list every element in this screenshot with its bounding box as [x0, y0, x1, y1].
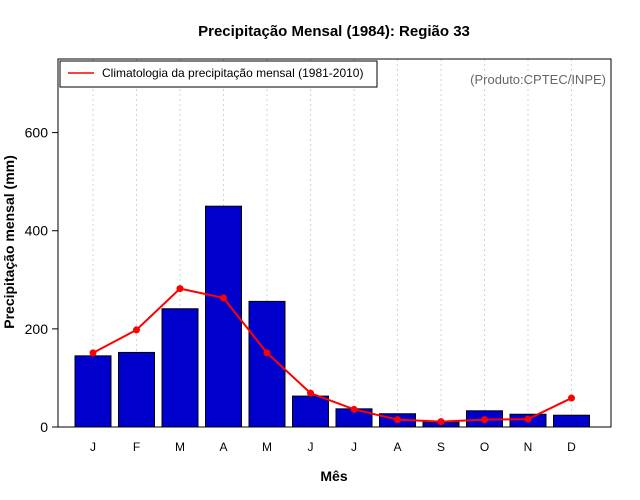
bar — [205, 205, 242, 428]
x-axis-label: Mês — [320, 468, 347, 484]
climatology-point — [89, 349, 97, 357]
bar — [553, 414, 590, 428]
legend-label: Climatologia da precipitação mensal (198… — [102, 66, 363, 80]
bar-series — [74, 205, 590, 428]
x-tick-label: F — [133, 440, 140, 454]
y-axis-label: Precipitação mensal (mm) — [1, 155, 17, 329]
climatology-point — [133, 326, 140, 334]
x-tick-label: N — [524, 440, 533, 454]
chart-title: Precipitação Mensal (1984): Região 33 — [198, 23, 470, 40]
climatology-point — [220, 294, 227, 302]
climatology-point — [394, 416, 401, 424]
x-tick-label: J — [90, 440, 96, 454]
climatology-point — [307, 389, 314, 397]
x-tick-label: O — [480, 440, 489, 454]
y-tick-label: 400 — [25, 223, 49, 239]
climatology-point — [568, 394, 575, 402]
bar — [161, 308, 199, 428]
bar — [118, 351, 155, 428]
climatology-point — [524, 415, 532, 423]
y-tick-label: 0 — [40, 419, 48, 435]
climatology-point — [176, 285, 184, 293]
legend: Climatologia da precipitação mensal (198… — [59, 60, 378, 88]
climatology-point — [437, 418, 445, 426]
x-tick-label: A — [393, 440, 401, 454]
x-tick-label: S — [437, 440, 445, 454]
x-tick-label: A — [219, 440, 227, 454]
legend-box — [59, 60, 378, 88]
climatology-point — [481, 416, 488, 424]
climatology-line-series — [89, 285, 575, 426]
bar — [292, 395, 329, 428]
bar — [74, 355, 112, 428]
climatology-line — [92, 287, 572, 423]
y-axis: 0 200 400 600 — [25, 125, 58, 435]
climatology-point — [350, 405, 358, 413]
x-tick-label: J — [351, 440, 357, 454]
x-tick-label: M — [262, 440, 272, 454]
x-tick-label: M — [175, 440, 185, 454]
x-tick-label: J — [308, 440, 314, 454]
x-tick-label: D — [567, 440, 576, 454]
plot-frame — [57, 58, 612, 428]
y-tick-label: 600 — [25, 125, 49, 141]
y-tick-label: 200 — [25, 321, 49, 337]
source-annotation: (Produto:CPTEC/INPE) — [470, 72, 606, 87]
climatology-point — [263, 349, 271, 357]
